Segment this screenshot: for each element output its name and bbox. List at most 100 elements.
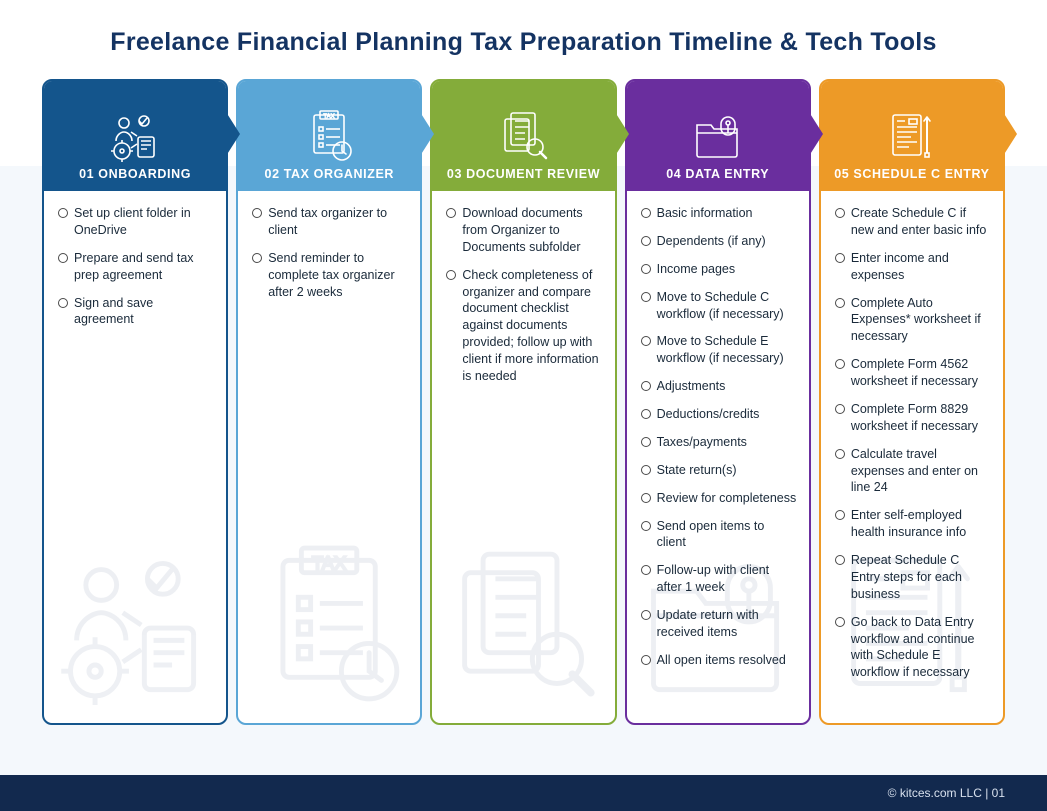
- bullet-icon: [835, 359, 845, 369]
- list-item: Repeat Schedule C Entry steps for each b…: [835, 552, 991, 603]
- column-header: 05 SCHEDULE C ENTRY: [821, 81, 1003, 191]
- bullet-icon: [641, 437, 651, 447]
- bullet-icon: [641, 493, 651, 503]
- item-text: Enter self-employed health insurance inf…: [851, 507, 991, 541]
- list-item: Send tax organizer to client: [252, 205, 408, 239]
- workflow-column-5: 05 SCHEDULE C ENTRY Create Schedule C if …: [819, 79, 1005, 725]
- item-text: Dependents (if any): [657, 233, 766, 250]
- watermark-icon: [246, 535, 412, 715]
- item-text: Move to Schedule E workflow (if necessar…: [657, 333, 797, 367]
- bullet-icon: [835, 555, 845, 565]
- item-text: Set up client folder in OneDrive: [74, 205, 214, 239]
- list-item: All open items resolved: [641, 652, 797, 669]
- watermark-icon: [52, 535, 218, 715]
- page-footer: © kitces.com LLC | 01: [0, 775, 1047, 811]
- item-text: Update return with received items: [657, 607, 797, 641]
- arrow-connector: [226, 112, 240, 156]
- column-header: 02 TAX ORGANIZER: [238, 81, 420, 191]
- list-item: Move to Schedule C workflow (if necessar…: [641, 289, 797, 323]
- column-header: 01 ONBOARDING: [44, 81, 226, 191]
- item-text: Create Schedule C if new and enter basic…: [851, 205, 991, 239]
- item-text: Deductions/credits: [657, 406, 760, 423]
- workflow-column-4: 04 DATA ENTRY Basic information Dependents…: [625, 79, 811, 725]
- list-item: Check completeness of organizer and comp…: [446, 267, 602, 385]
- bullet-icon: [641, 381, 651, 391]
- arrow-connector: [615, 112, 629, 156]
- bullet-icon: [641, 565, 651, 575]
- list-item: Income pages: [641, 261, 797, 278]
- bullet-icon: [835, 510, 845, 520]
- bullet-icon: [835, 298, 845, 308]
- list-item: Go back to Data Entry workflow and conti…: [835, 614, 991, 682]
- bullet-icon: [58, 208, 68, 218]
- schedule-c-icon: [885, 105, 939, 167]
- list-item: Basic information: [641, 205, 797, 222]
- list-item: Set up client folder in OneDrive: [58, 205, 214, 239]
- column-title: 01 ONBOARDING: [79, 167, 191, 181]
- item-text: Send open items to client: [657, 518, 797, 552]
- bullet-icon: [252, 208, 262, 218]
- column-body: Create Schedule C if new and enter basic…: [821, 191, 1003, 704]
- bullet-icon: [835, 449, 845, 459]
- workflow-column-3: 03 DOCUMENT REVIEW Download documents fro…: [430, 79, 616, 725]
- list-item: Download documents from Organizer to Doc…: [446, 205, 602, 256]
- bullet-icon: [641, 465, 651, 475]
- list-item: Follow-up with client after 1 week: [641, 562, 797, 596]
- arrow-connector: [809, 112, 823, 156]
- column-title: 05 SCHEDULE C ENTRY: [834, 167, 989, 181]
- item-text: Enter income and expenses: [851, 250, 991, 284]
- footer-text: © kitces.com LLC | 01: [888, 786, 1005, 800]
- item-text: Adjustments: [657, 378, 726, 395]
- list-item: Review for completeness: [641, 490, 797, 507]
- column-header: 03 DOCUMENT REVIEW: [432, 81, 614, 191]
- onboarding-icon: [108, 105, 162, 167]
- list-item: Taxes/payments: [641, 434, 797, 451]
- bullet-icon: [641, 336, 651, 346]
- arrow-overlay: [615, 112, 629, 156]
- bullet-icon: [835, 617, 845, 627]
- document-review-icon: [497, 105, 551, 167]
- list-item: Adjustments: [641, 378, 797, 395]
- list-item: Dependents (if any): [641, 233, 797, 250]
- column-body: Download documents from Organizer to Doc…: [432, 191, 614, 408]
- bullet-icon: [835, 253, 845, 263]
- bullet-icon: [252, 253, 262, 263]
- item-text: Move to Schedule C workflow (if necessar…: [657, 289, 797, 323]
- column-title: 02 TAX ORGANIZER: [265, 167, 395, 181]
- bullet-icon: [641, 655, 651, 665]
- item-text: Repeat Schedule C Entry steps for each b…: [851, 552, 991, 603]
- bullet-icon: [835, 208, 845, 218]
- bullet-icon: [58, 253, 68, 263]
- watermark-icon: [440, 535, 606, 715]
- column-title: 04 DATA ENTRY: [666, 167, 769, 181]
- list-item: Complete Auto Expenses* worksheet if nec…: [835, 295, 991, 346]
- item-text: Sign and save agreement: [74, 295, 214, 329]
- workflow-column-1: 01 ONBOARDING Set up client folder in One…: [42, 79, 228, 725]
- item-text: Basic information: [657, 205, 753, 222]
- list-item: Deductions/credits: [641, 406, 797, 423]
- item-text: Complete Auto Expenses* worksheet if nec…: [851, 295, 991, 346]
- workflow-columns: 01 ONBOARDING Set up client folder in One…: [0, 79, 1047, 725]
- list-item: Complete Form 4562 worksheet if necessar…: [835, 356, 991, 390]
- bullet-icon: [641, 409, 651, 419]
- bullet-icon: [641, 236, 651, 246]
- arrow-connector: [420, 112, 434, 156]
- column-body: Send tax organizer to clientSend reminde…: [238, 191, 420, 323]
- item-text: Complete Form 8829 worksheet if necessar…: [851, 401, 991, 435]
- list-item: Create Schedule C if new and enter basic…: [835, 205, 991, 239]
- list-item: Enter income and expenses: [835, 250, 991, 284]
- bullet-icon: [641, 208, 651, 218]
- workflow-column-2: 02 TAX ORGANIZER Send tax organizer to cl…: [236, 79, 422, 725]
- column-header: 04 DATA ENTRY: [627, 81, 809, 191]
- list-item: Sign and save agreement: [58, 295, 214, 329]
- list-item: Send open items to client: [641, 518, 797, 552]
- item-text: Calculate travel expenses and enter on l…: [851, 446, 991, 497]
- list-item: Enter self-employed health insurance inf…: [835, 507, 991, 541]
- item-text: State return(s): [657, 462, 737, 479]
- column-body: Basic information Dependents (if any) Inco…: [627, 191, 809, 692]
- item-text: Check completeness of organizer and comp…: [462, 267, 602, 385]
- arrow-overlay: [809, 112, 823, 156]
- data-entry-icon: [691, 105, 745, 167]
- bullet-icon: [641, 264, 651, 274]
- list-item: Prepare and send tax prep agreement: [58, 250, 214, 284]
